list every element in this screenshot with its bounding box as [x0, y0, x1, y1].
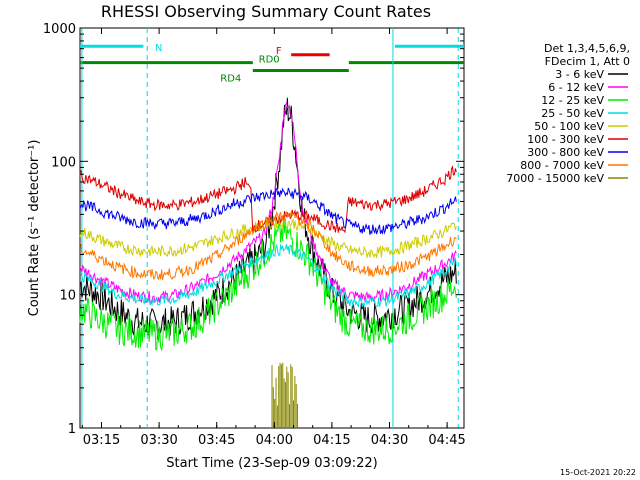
- x-tick-label: 03:45: [198, 433, 235, 448]
- timestamp: 15-Oct-2021 20:22: [560, 468, 636, 477]
- status-label-rd4: RD4: [220, 74, 241, 85]
- legend-entry-label: 25 - 50 keV: [541, 107, 604, 120]
- chart-title: RHESSI Observing Summary Count Rates: [101, 2, 431, 21]
- x-axis-label: Start Time (23-Sep-09 03:09:22): [166, 456, 377, 471]
- y-tick-label: 1000: [43, 22, 76, 37]
- series-25-50-kev: [80, 243, 457, 308]
- status-label-rd0: RD0: [259, 55, 280, 66]
- axes: 03:15 03:30 03:45 04:00 04:15 04:30 04:45 1 10 10…: [43, 22, 466, 448]
- series-12-25-kev: [79, 215, 457, 352]
- series-300-800-kev: [79, 187, 457, 235]
- legend-entry-label: 100 - 300 keV: [527, 133, 604, 146]
- legend-header: Det 1,3,4,5,6,9,: [544, 42, 630, 55]
- legend-entry-label: 50 - 100 keV: [534, 120, 604, 133]
- legend-entry-label: 300 - 800 keV: [527, 146, 604, 159]
- x-tick-label: 03:15: [83, 433, 120, 448]
- status-label-f: F: [276, 46, 282, 57]
- status-label-n: N: [155, 43, 162, 54]
- series-lines: [79, 97, 457, 428]
- legend-entry-label: 12 - 25 keV: [541, 94, 604, 107]
- legend-entry-label: 800 - 7000 keV: [520, 159, 604, 172]
- y-tick-label: 100: [51, 155, 76, 170]
- series-800-7000-kev: [79, 210, 457, 281]
- x-tick-label: 04:00: [256, 433, 293, 448]
- x-tick-label: 04:30: [371, 433, 408, 448]
- series-100-300-kev: [79, 164, 457, 234]
- legend-entry-label: 6 - 12 keV: [548, 81, 604, 94]
- legend-header: FDecim 1, Att 0: [545, 55, 630, 68]
- y-axis-label: Count Rate (s⁻¹ detector⁻¹): [27, 140, 42, 317]
- legend-entry-label: 7000 - 15000 keV: [506, 172, 604, 185]
- legend-entry-label: 3 - 6 keV: [555, 68, 604, 81]
- x-tick-label: 04:15: [313, 433, 350, 448]
- x-tick-label: 04:45: [428, 433, 465, 448]
- y-tick-label: 10: [59, 289, 76, 304]
- x-tick-label: 03:30: [140, 433, 177, 448]
- legend: Det 1,3,4,5,6,9,FDecim 1, Att 03 - 6 keV…: [506, 42, 630, 185]
- y-tick-label: 1: [68, 422, 76, 437]
